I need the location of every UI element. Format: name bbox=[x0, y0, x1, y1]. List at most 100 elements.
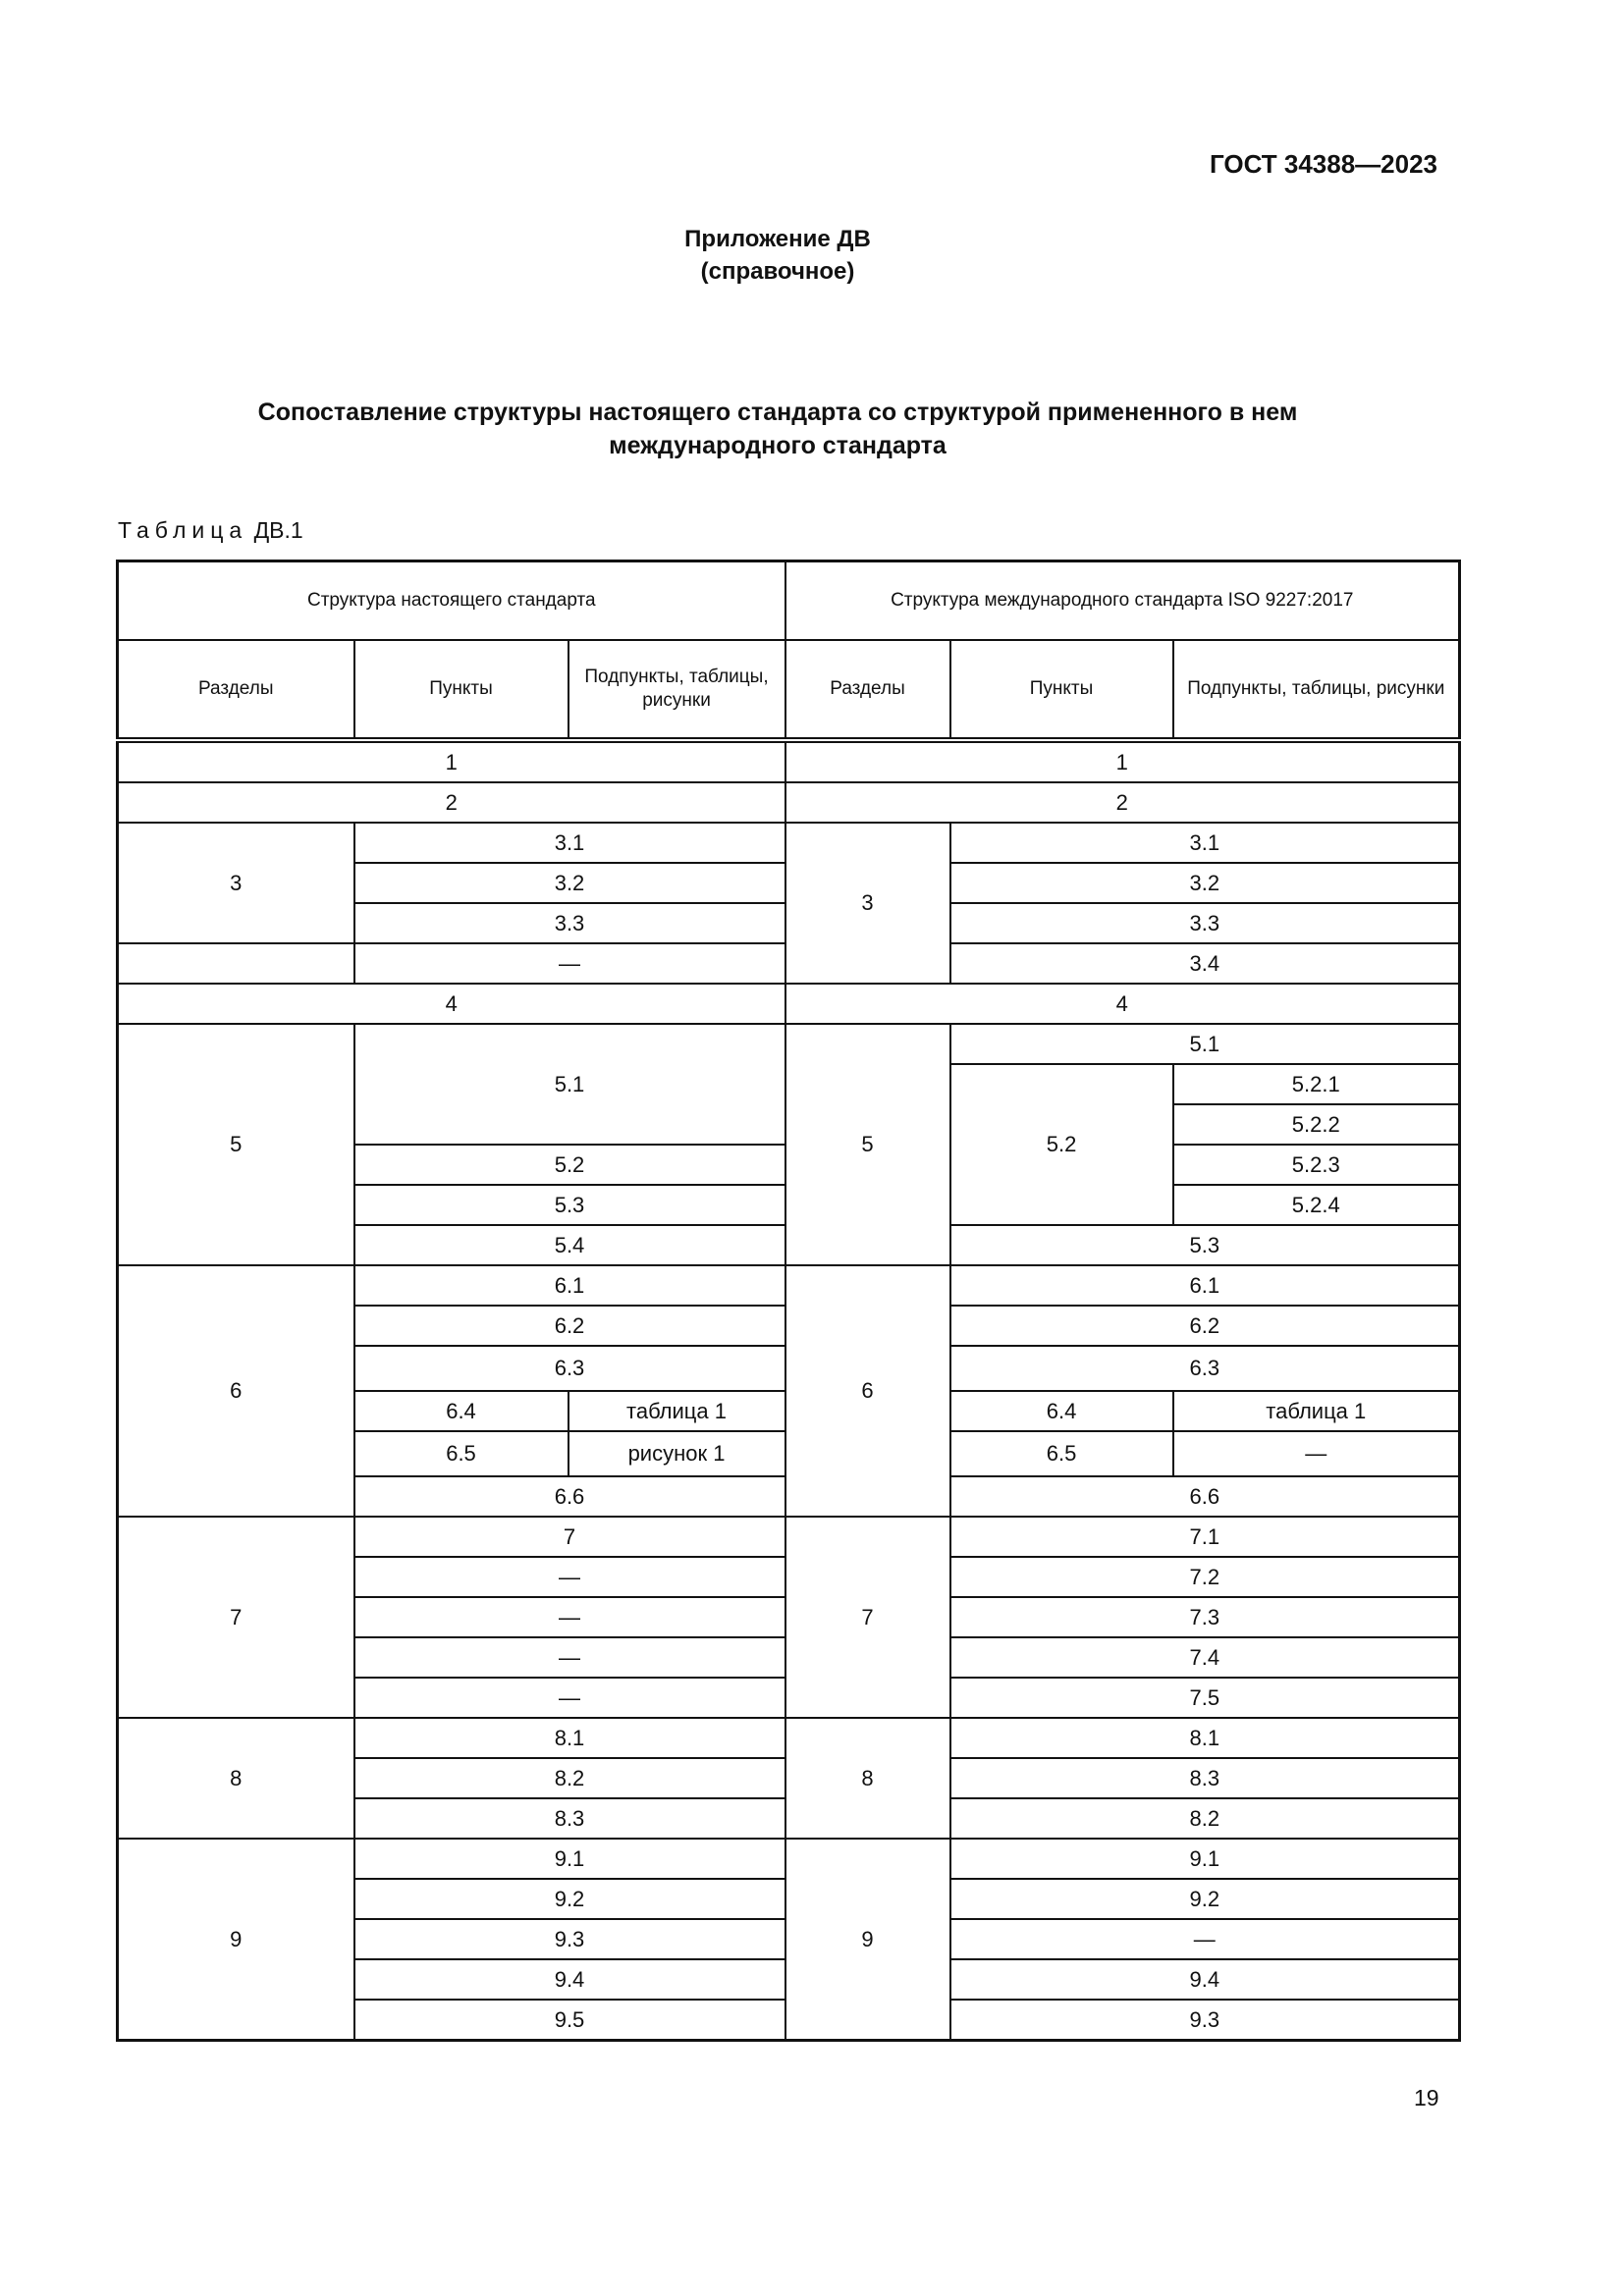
header-subitems-right: Подпункты, таблицы, рисунки bbox=[1171, 639, 1461, 743]
cell: 6.5 bbox=[948, 1430, 1174, 1477]
appendix-kind: (справочное) bbox=[700, 258, 855, 285]
cell: 5.4 bbox=[352, 1224, 786, 1266]
section-cell: 7 bbox=[784, 1516, 951, 1719]
cell: — bbox=[352, 942, 786, 985]
table-row: 8.3 8.2 bbox=[118, 1797, 1461, 1840]
cell: таблица 1 bbox=[567, 1390, 786, 1432]
header-sections-left: Разделы bbox=[116, 639, 355, 743]
cell: 1 bbox=[784, 739, 1461, 783]
table-row: — 3.4 bbox=[116, 942, 1461, 985]
section-cell: 8 bbox=[784, 1717, 951, 1840]
table-row: 6.3 6.3 bbox=[118, 1345, 1461, 1392]
cell: рисунок 1 bbox=[567, 1430, 786, 1477]
table-row: 5.2.2 bbox=[118, 1103, 1461, 1146]
cell: 2 bbox=[784, 781, 1461, 824]
section-title-line2: международного стандарта bbox=[609, 432, 947, 459]
header-items-right: Пункты bbox=[948, 639, 1174, 743]
header-sections-right: Разделы bbox=[784, 639, 951, 743]
cell: 3.1 bbox=[948, 822, 1461, 864]
cell: 3.3 bbox=[948, 902, 1461, 944]
table-header-row: Структура настоящего стандарта Структура… bbox=[116, 560, 1461, 641]
cell: — bbox=[352, 1596, 786, 1638]
table-caption: Таблица ДВ.1 bbox=[118, 517, 303, 544]
cell: 5.2.2 bbox=[1171, 1103, 1461, 1146]
table-row: 6.4 таблица 1 6.4 таблица 1 bbox=[118, 1390, 1461, 1432]
comparison-table: Структура настоящего стандарта Структура… bbox=[116, 560, 1462, 2042]
document-number: ГОСТ 34388—2023 bbox=[1210, 149, 1437, 179]
table-row: 9.4 9.4 bbox=[118, 1958, 1461, 2001]
table-row: — 7.3 bbox=[118, 1596, 1461, 1638]
cell: 5.2 bbox=[352, 1144, 786, 1186]
cell: таблица 1 bbox=[1171, 1390, 1461, 1432]
cell: 5.2 bbox=[948, 1063, 1174, 1226]
cell: 3.3 bbox=[352, 902, 786, 944]
cell: 5.2.1 bbox=[1171, 1063, 1461, 1105]
table-row: 9.2 9.2 bbox=[118, 1878, 1461, 1920]
table-row: 9 9.1 9 9.1 bbox=[116, 1838, 1461, 2042]
cell: 9.5 bbox=[352, 1999, 786, 2042]
cell: 6.4 bbox=[948, 1390, 1174, 1432]
cell: 9.3 bbox=[352, 1918, 786, 1960]
cell: 5.3 bbox=[352, 1184, 786, 1226]
table-row: — 7.5 bbox=[118, 1677, 1461, 1719]
table-row: 5.3 5.2.4 bbox=[118, 1184, 1461, 1226]
cell: 6.3 bbox=[948, 1345, 1461, 1392]
cell: 8.1 bbox=[948, 1717, 1461, 1759]
cell: — bbox=[352, 1677, 786, 1719]
section-cell: 5 bbox=[116, 1023, 355, 1266]
cell: — bbox=[352, 1636, 786, 1679]
cell: 5.1 bbox=[352, 1023, 786, 1146]
table-row: — 7.2 bbox=[118, 1556, 1461, 1598]
cell: 9.4 bbox=[352, 1958, 786, 2001]
cell: 9.2 bbox=[352, 1878, 786, 1920]
table-row: 3.2 3.2 bbox=[118, 862, 1461, 904]
header-subitems-left: Подпункты, таблицы, рисунки bbox=[567, 639, 786, 743]
cell: 7 bbox=[352, 1516, 786, 1558]
section-cell: 3 bbox=[116, 822, 355, 944]
table-row: 6.5 рисунок 1 6.5 — bbox=[118, 1430, 1461, 1477]
header-group-left: Структура настоящего стандарта bbox=[116, 560, 786, 641]
table-header-row: Разделы Пункты Подпункты, таблицы, рисун… bbox=[116, 639, 1461, 743]
table-row: 8.2 8.3 bbox=[118, 1757, 1461, 1799]
cell: 4 bbox=[116, 983, 786, 1025]
page-number: 19 bbox=[1414, 2085, 1439, 2110]
header-group-right: Структура международного стандарта ISO 9… bbox=[784, 560, 1461, 641]
table-row: 3 3.1 3 3.1 bbox=[116, 822, 1461, 985]
section-cell: 6 bbox=[116, 1264, 355, 1518]
cell: 3.2 bbox=[352, 862, 786, 904]
cell: 7.5 bbox=[948, 1677, 1461, 1719]
cell: 6.4 bbox=[352, 1390, 569, 1432]
cell: 7.4 bbox=[948, 1636, 1461, 1679]
section-cell: 8 bbox=[116, 1717, 355, 1840]
header-items-left: Пункты bbox=[352, 639, 569, 743]
appendix-title: Приложение ДВ bbox=[684, 226, 871, 252]
cell: 1 bbox=[116, 739, 786, 783]
cell: 3.4 bbox=[948, 942, 1461, 985]
cell: — bbox=[1171, 1430, 1461, 1477]
cell: 5.2.4 bbox=[1171, 1184, 1461, 1226]
cell: 5.1 bbox=[948, 1023, 1461, 1065]
cell: 8.2 bbox=[352, 1757, 786, 1799]
cell: 9.1 bbox=[948, 1838, 1461, 1880]
cell: 6.5 bbox=[352, 1430, 569, 1477]
cell: 6.2 bbox=[948, 1305, 1461, 1347]
cell: 9.4 bbox=[948, 1958, 1461, 2001]
section-cell: 9 bbox=[116, 1838, 355, 2042]
cell: 6.3 bbox=[352, 1345, 786, 1392]
section-cell: 9 bbox=[784, 1838, 951, 2042]
cell: 6.1 bbox=[352, 1264, 786, 1307]
table-row: 8 8.1 8 8.1 bbox=[116, 1717, 1461, 1840]
cell: 7.1 bbox=[948, 1516, 1461, 1558]
cell: 8.2 bbox=[948, 1797, 1461, 1840]
section-cell: 6 bbox=[784, 1264, 951, 1518]
cell: 5.3 bbox=[948, 1224, 1461, 1266]
cell: 9.3 bbox=[948, 1999, 1461, 2042]
table-row: 6 6.1 6 6.1 bbox=[116, 1264, 1461, 1518]
cell: 6.1 bbox=[948, 1264, 1461, 1307]
cell: 8.3 bbox=[352, 1797, 786, 1840]
cell: 3.1 bbox=[352, 822, 786, 864]
table-row: 9.5 9.3 bbox=[118, 1999, 1461, 2042]
cell: 8.1 bbox=[352, 1717, 786, 1759]
cell: 3.2 bbox=[948, 862, 1461, 904]
cell: 6.6 bbox=[352, 1475, 786, 1518]
